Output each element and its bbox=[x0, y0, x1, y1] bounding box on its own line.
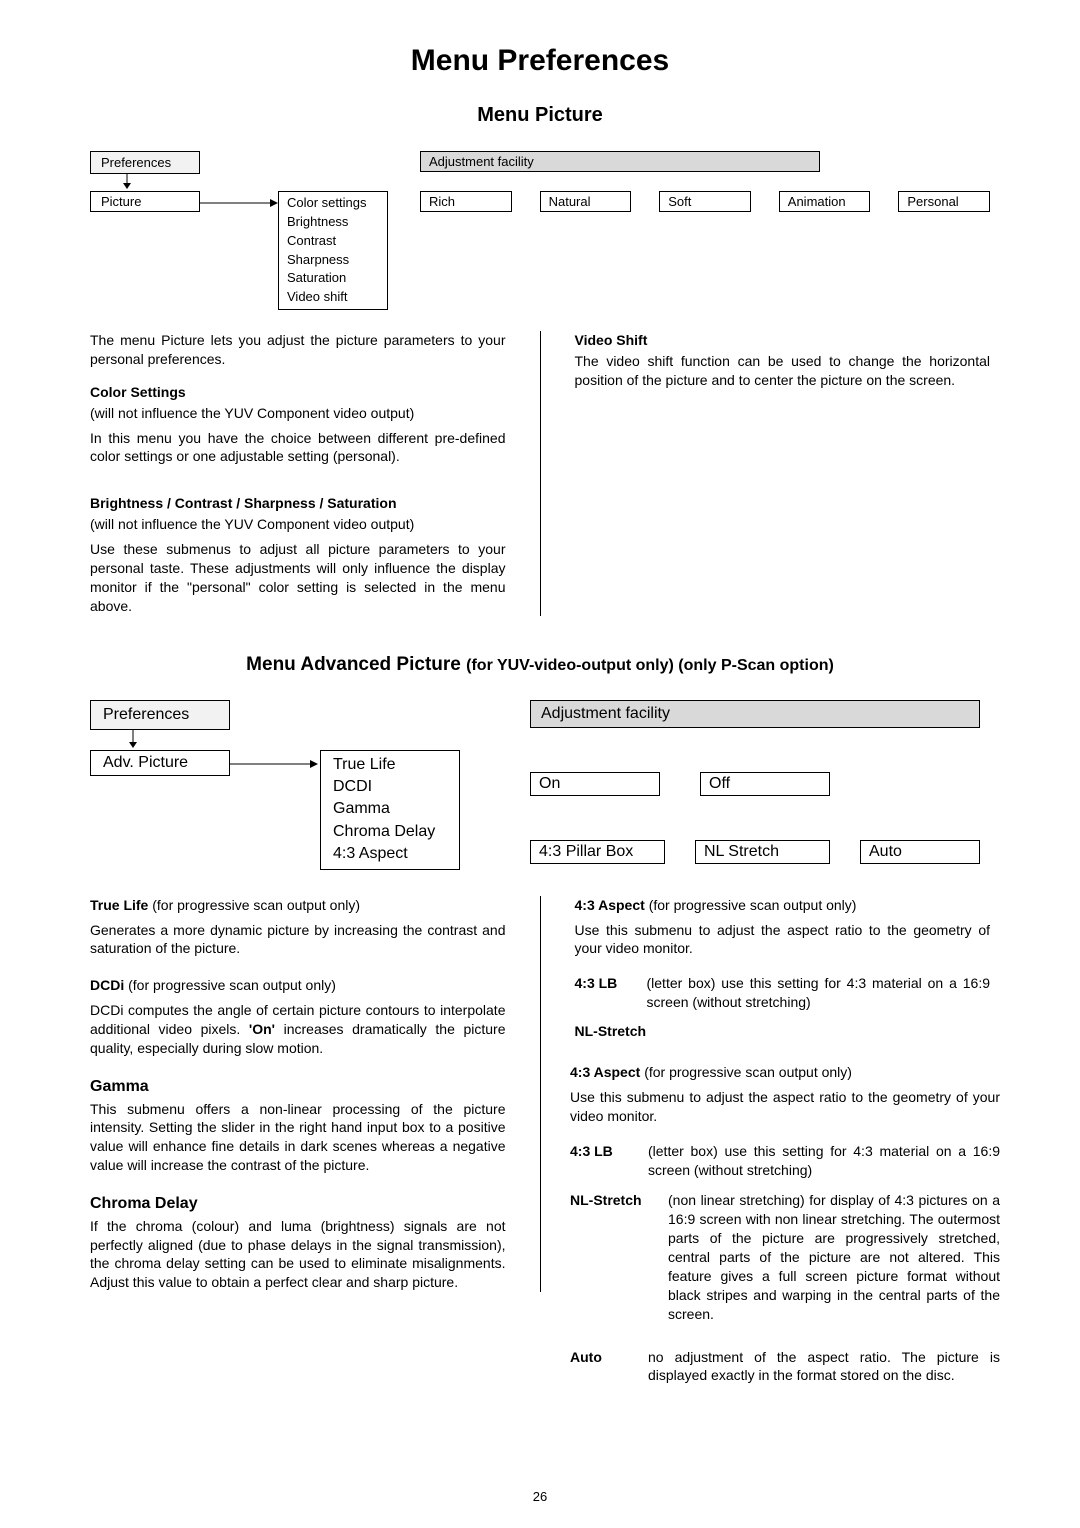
section1-right-column: Video Shift The video shift function can… bbox=[575, 331, 991, 616]
chroma-body: If the chroma (colour) and luma (brightn… bbox=[90, 1217, 506, 1293]
option-soft: Soft bbox=[659, 191, 751, 212]
heading-true-life: True Life bbox=[90, 897, 152, 913]
section2-left-column: True Life (for progressive scan output o… bbox=[90, 896, 506, 1293]
label-43lb-ov: 4:3 LB bbox=[570, 1142, 648, 1180]
label-auto-ov: Auto bbox=[570, 1348, 648, 1386]
box-adjustment-facility: Adjustment facility bbox=[420, 151, 820, 172]
heading-dcdi: DCDi bbox=[90, 977, 128, 993]
main-title: Menu Preferences bbox=[90, 44, 990, 78]
option-on: On bbox=[530, 772, 660, 796]
heading-color-settings: Color Settings bbox=[90, 383, 506, 402]
true-life-body: Generates a more dynamic picture by incr… bbox=[90, 921, 506, 959]
submenu-color-settings: Color settings bbox=[287, 194, 377, 213]
video-shift-body: The video shift function can be used to … bbox=[575, 352, 991, 390]
option-natural: Natural bbox=[540, 191, 632, 212]
section1-left-column: The menu Picture lets you adjust the pic… bbox=[90, 331, 506, 616]
submenu-contrast: Contrast bbox=[287, 232, 377, 251]
column-divider bbox=[540, 896, 541, 1293]
text-auto-ov: no adjustment of the aspect ratio. The p… bbox=[648, 1348, 1000, 1386]
dcdi-body-b: 'On' bbox=[249, 1021, 275, 1037]
box-picture: Picture bbox=[90, 191, 200, 212]
submenu-aspect: 4:3 Aspect bbox=[333, 843, 447, 865]
submenu-brightness: Brightness bbox=[287, 213, 377, 232]
submenu-dcdi: DCDI bbox=[333, 776, 447, 798]
label-nlstretch-ov: NL-Stretch bbox=[570, 1192, 642, 1208]
label-43lb: 4:3 LB bbox=[575, 974, 647, 1012]
heading-true-life-note: (for progressive scan output only) bbox=[152, 897, 360, 913]
dcdi-body: DCDi computes the angle of certain pictu… bbox=[90, 1001, 506, 1058]
heading-dcdi-note: (for progressive scan output only) bbox=[128, 977, 336, 993]
option-animation: Animation bbox=[779, 191, 871, 212]
box-preferences: Preferences bbox=[90, 151, 200, 174]
arrow-right-icon bbox=[200, 199, 280, 211]
gamma-body: This submenu offers a non-linear process… bbox=[90, 1100, 506, 1176]
bcss-note: (will not influence the YUV Component vi… bbox=[90, 515, 506, 534]
color-settings-note: (will not influence the YUV Component vi… bbox=[90, 404, 506, 423]
section2-title-sub: (for YUV-video-output only) (only P-Scan… bbox=[466, 657, 834, 674]
option-auto: Auto bbox=[860, 840, 980, 864]
box-adv-picture: Adv. Picture bbox=[90, 750, 230, 776]
submenu-video-shift: Video shift bbox=[287, 288, 377, 307]
aspect-intro: Use this submenu to adjust the aspect ra… bbox=[575, 921, 991, 959]
option-pillar: 4:3 Pillar Box bbox=[530, 840, 665, 864]
heading-chroma: Chroma Delay bbox=[90, 1193, 506, 1215]
bcss-body: Use these submenus to adjust all picture… bbox=[90, 540, 506, 616]
color-settings-body: In this menu you have the choice between… bbox=[90, 429, 506, 467]
text-nlstretch bbox=[647, 1022, 991, 1041]
heading-bcss: Brightness / Contrast / Sharpness / Satu… bbox=[90, 494, 506, 513]
section2-title: Menu Advanced Picture (for YUV-video-out… bbox=[90, 654, 990, 676]
section1-title: Menu Picture bbox=[90, 104, 990, 127]
heading-aspect: 4:3 Aspect bbox=[575, 897, 649, 913]
arrow-down-icon bbox=[120, 173, 134, 191]
diagram-menu-picture: Preferences Picture Color settings Brigh… bbox=[90, 151, 990, 321]
heading-aspect-note-ov: (for progressive scan output only) bbox=[644, 1064, 852, 1080]
heading-aspect-note: (for progressive scan output only) bbox=[649, 897, 857, 913]
box-adjustment-facility-2: Adjustment facility bbox=[530, 700, 980, 728]
option-personal: Personal bbox=[898, 191, 990, 212]
aspect-intro-ov: Use this submenu to adjust the aspect ra… bbox=[570, 1088, 1000, 1126]
section2-title-main: Menu Advanced Picture bbox=[246, 654, 466, 675]
heading-aspect-ov: 4:3 Aspect bbox=[570, 1064, 644, 1080]
intro-text: The menu Picture lets you adjust the pic… bbox=[90, 331, 506, 369]
submenu-saturation: Saturation bbox=[287, 269, 377, 288]
page-number: 26 bbox=[0, 1489, 1080, 1504]
text-nlstretch-ov: (non linear stretching) for display of 4… bbox=[570, 1191, 1000, 1323]
submenu-chroma-delay: Chroma Delay bbox=[333, 821, 447, 843]
heading-gamma: Gamma bbox=[90, 1076, 506, 1098]
submenu-sharpness: Sharpness bbox=[287, 251, 377, 270]
heading-video-shift: Video Shift bbox=[575, 331, 991, 350]
submenu-gamma: Gamma bbox=[333, 798, 447, 820]
arrow-right-icon bbox=[230, 760, 320, 772]
submenu-true-life: True Life bbox=[333, 754, 447, 776]
diagram-advanced-picture: Preferences Adv. Picture True Life DCDI … bbox=[90, 700, 990, 870]
text-43lb: (letter box) use this setting for 4:3 ma… bbox=[647, 974, 991, 1012]
arrow-down-icon bbox=[126, 730, 140, 750]
option-nlstretch: NL Stretch bbox=[695, 840, 830, 864]
option-off: Off bbox=[700, 772, 830, 796]
text-43lb-ov: (letter box) use this setting for 4:3 ma… bbox=[648, 1142, 1000, 1180]
column-divider bbox=[540, 331, 541, 616]
option-rich: Rich bbox=[420, 191, 512, 212]
box-preferences-2: Preferences bbox=[90, 700, 230, 730]
